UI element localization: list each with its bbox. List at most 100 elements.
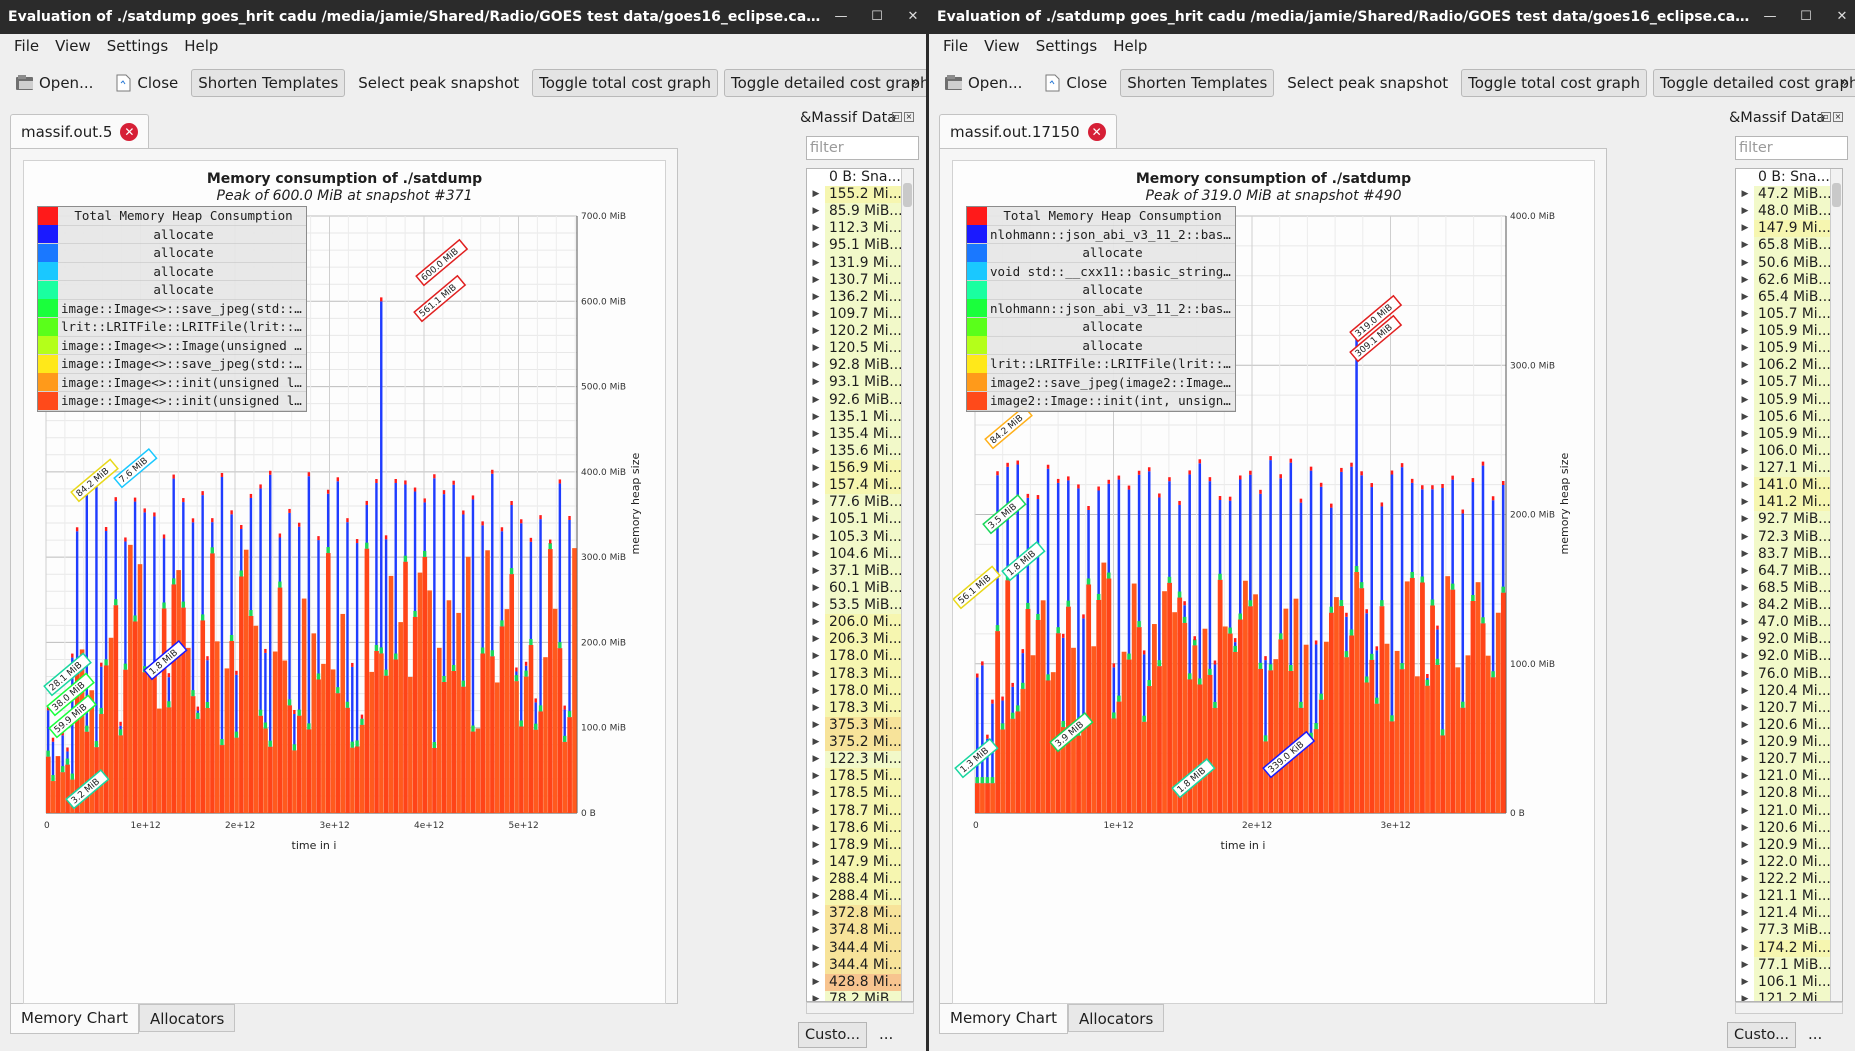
snapshot-item[interactable]: ▶ 62.6 MiB... — [1736, 271, 1842, 289]
snapshot-item[interactable]: ▶ 120.7 Mi... — [1736, 699, 1842, 717]
expand-arrow-icon[interactable]: ▶ — [1741, 548, 1749, 559]
expand-arrow-icon[interactable]: ▶ — [812, 377, 820, 388]
snapshot-item[interactable]: ▶ 178.9 Mi... — [807, 836, 913, 854]
close-window-icon[interactable]: ✕ — [1836, 9, 1848, 24]
snapshot-item[interactable]: ▶ 178.5 Mi... — [807, 785, 913, 803]
menu-settings[interactable]: Settings — [1035, 37, 1098, 55]
snapshot-item[interactable]: ▶ 47.2 MiB... — [1736, 186, 1842, 204]
menu-file[interactable]: File — [14, 37, 40, 55]
snapshot-item[interactable]: ▶ 78.2 MiB... — [807, 990, 913, 1001]
snapshot-item[interactable]: ▶ 109.7 Mi... — [807, 305, 913, 323]
memory-chart[interactable]: 0 B 100.0 MiB 200.0 MiB 300.0 MiB 400.0 MiB 0… — [952, 160, 1595, 1004]
snapshot-item[interactable]: ▶ 121.2 Mi... — [1736, 990, 1842, 1002]
expand-arrow-icon[interactable]: ▶ — [812, 189, 820, 199]
minimize-icon[interactable]: — — [834, 9, 848, 24]
expand-arrow-icon[interactable]: ▶ — [812, 891, 820, 902]
snapshot-item[interactable]: ▶ 65.4 MiB... — [1736, 288, 1842, 306]
snapshot-item[interactable]: ▶ 76.0 MiB... — [1736, 665, 1842, 683]
expand-arrow-icon[interactable]: ▶ — [1741, 497, 1749, 508]
snapshot-item[interactable]: ▶ 127.1 Mi... — [1736, 460, 1842, 478]
expand-arrow-icon[interactable]: ▶ — [812, 480, 820, 491]
memory-chart[interactable]: 0 B 100.0 MiB 200.0 MiB 300.0 MiB 400.0 MiB 5… — [23, 160, 666, 1004]
tab-allocators[interactable]: Allocators — [1068, 1004, 1165, 1032]
expand-arrow-icon[interactable]: ▶ — [1741, 856, 1749, 867]
snapshot-item[interactable]: ▶ 120.5 Mi... — [807, 340, 913, 358]
snapshot-item[interactable]: ▶ 375.2 Mi... — [807, 734, 913, 752]
expand-arrow-icon[interactable]: ▶ — [812, 600, 820, 610]
expand-arrow-icon[interactable]: ▶ — [812, 326, 820, 336]
snapshot-item[interactable]: ▶ 105.6 Mi... — [1736, 408, 1842, 426]
snapshot-item[interactable]: ▶ 121.0 Mi... — [1736, 802, 1842, 820]
expand-arrow-icon[interactable]: ▶ — [812, 445, 820, 456]
expand-arrow-icon[interactable]: ▶ — [1741, 308, 1749, 319]
snapshot-item[interactable]: ▶ 147.9 Mi... — [1736, 220, 1842, 238]
maximize-icon[interactable]: ☐ — [1800, 9, 1812, 24]
snapshot-item[interactable]: ▶ 77.3 MiB... — [1736, 922, 1842, 940]
expand-arrow-icon[interactable]: ▶ — [1741, 377, 1749, 388]
snapshot-item[interactable]: ▶ 37.1 MiB... — [807, 562, 913, 580]
expand-arrow-icon[interactable]: ▶ — [812, 634, 820, 645]
expand-arrow-icon[interactable]: ▶ — [1741, 685, 1749, 696]
snapshot-item[interactable]: ▶ 288.4 Mi... — [807, 871, 913, 889]
expand-arrow-icon[interactable]: ▶ — [812, 360, 820, 371]
snapshot-item[interactable]: ▶ 178.0 Mi... — [807, 648, 913, 666]
snapshot-item[interactable]: ▶ 121.4 Mi... — [1736, 905, 1842, 923]
snapshot-item[interactable]: ▶ 155.2 Mi... — [807, 186, 913, 204]
snapshot-item[interactable]: ▶ 48.0 MiB... — [1736, 203, 1842, 221]
file-tab[interactable]: massif.out.5 ✕ — [10, 114, 150, 148]
expand-arrow-icon[interactable]: ▶ — [812, 291, 820, 302]
tab-memory-chart[interactable]: Memory Chart — [939, 1004, 1068, 1034]
snapshot-item[interactable]: ▶ 122.3 Mi... — [807, 751, 913, 769]
expand-arrow-icon[interactable]: ▶ — [812, 788, 820, 799]
expand-arrow-icon[interactable]: ▶ — [1741, 737, 1749, 747]
expand-arrow-icon[interactable]: ▶ — [812, 548, 820, 559]
expand-arrow-icon[interactable]: ▶ — [1741, 240, 1749, 251]
expand-arrow-icon[interactable]: ▶ — [1741, 668, 1749, 679]
snapshot-item[interactable]: ▶ 104.6 Mi... — [807, 545, 913, 563]
snapshot-item[interactable]: ▶ 375.3 Mi... — [807, 716, 913, 734]
snapshot-item[interactable]: ▶ 106.1 Mi... — [1736, 973, 1842, 991]
expand-arrow-icon[interactable]: ▶ — [812, 959, 820, 970]
expand-arrow-icon[interactable]: ▶ — [812, 274, 820, 285]
expand-arrow-icon[interactable]: ▶ — [1741, 531, 1749, 542]
snapshot-item[interactable]: ▶ 106.2 Mi... — [1736, 357, 1842, 375]
toolbar-overflow-icon[interactable]: » — [1839, 72, 1849, 91]
vertical-scrollbar[interactable] — [1830, 169, 1842, 1001]
horizontal-scrollbar[interactable] — [806, 1002, 914, 1014]
open-button[interactable]: Open... — [937, 69, 1029, 97]
close-panel-icon[interactable]: × — [1833, 112, 1843, 122]
toggle-detailed-cost-button[interactable]: Toggle detailed cost graph — [1653, 69, 1855, 97]
expand-arrow-icon[interactable]: ▶ — [1741, 326, 1749, 336]
expand-arrow-icon[interactable]: ▶ — [1741, 993, 1749, 1002]
snapshot-item[interactable]: ▶ 136.2 Mi... — [807, 288, 913, 306]
shorten-templates-button[interactable]: Shorten Templates — [191, 69, 346, 97]
menu-view[interactable]: View — [984, 37, 1020, 55]
snapshot-item[interactable]: ▶ 92.6 MiB... — [807, 391, 913, 409]
expand-arrow-icon[interactable]: ▶ — [812, 308, 820, 319]
close-tab-icon[interactable]: ✕ — [1087, 122, 1106, 141]
snapshot-item[interactable]: ▶ 105.7 Mi... — [1736, 374, 1842, 392]
snapshot-item[interactable]: ▶ 135.1 Mi... — [807, 408, 913, 426]
snapshot-item[interactable]: ▶ 344.4 Mi... — [807, 939, 913, 957]
expand-arrow-icon[interactable]: ▶ — [812, 925, 820, 936]
expand-arrow-icon[interactable]: ▶ — [1741, 634, 1749, 645]
file-tab[interactable]: massif.out.17150 ✕ — [939, 114, 1117, 148]
expand-arrow-icon[interactable]: ▶ — [1741, 600, 1749, 610]
float-panel-icon[interactable]: ▫ — [1821, 112, 1831, 122]
snapshot-item[interactable]: ▶ 92.7 MiB... — [1736, 511, 1842, 529]
snapshot-item[interactable]: ▶ 105.9 Mi... — [1736, 323, 1842, 341]
expand-arrow-icon[interactable]: ▶ — [1741, 291, 1749, 302]
expand-arrow-icon[interactable]: ▶ — [812, 531, 820, 542]
snapshot-item[interactable]: ▶ 50.6 MiB... — [1736, 254, 1842, 272]
expand-arrow-icon[interactable]: ▶ — [812, 497, 820, 508]
expand-arrow-icon[interactable]: ▶ — [1741, 274, 1749, 285]
expand-arrow-icon[interactable]: ▶ — [812, 394, 820, 405]
snapshot-item[interactable]: ▶ 120.6 Mi... — [1736, 716, 1842, 734]
expand-arrow-icon[interactable]: ▶ — [1741, 719, 1749, 730]
expand-arrow-icon[interactable]: ▶ — [812, 856, 820, 867]
snapshot-item[interactable]: ▶ 112.3 Mi... — [807, 220, 913, 238]
toolbar-overflow-icon[interactable]: » — [910, 72, 920, 91]
expand-arrow-icon[interactable]: ▶ — [812, 771, 820, 782]
select-peak-button[interactable]: Select peak snapshot — [358, 74, 520, 92]
expand-arrow-icon[interactable]: ▶ — [1741, 394, 1749, 405]
